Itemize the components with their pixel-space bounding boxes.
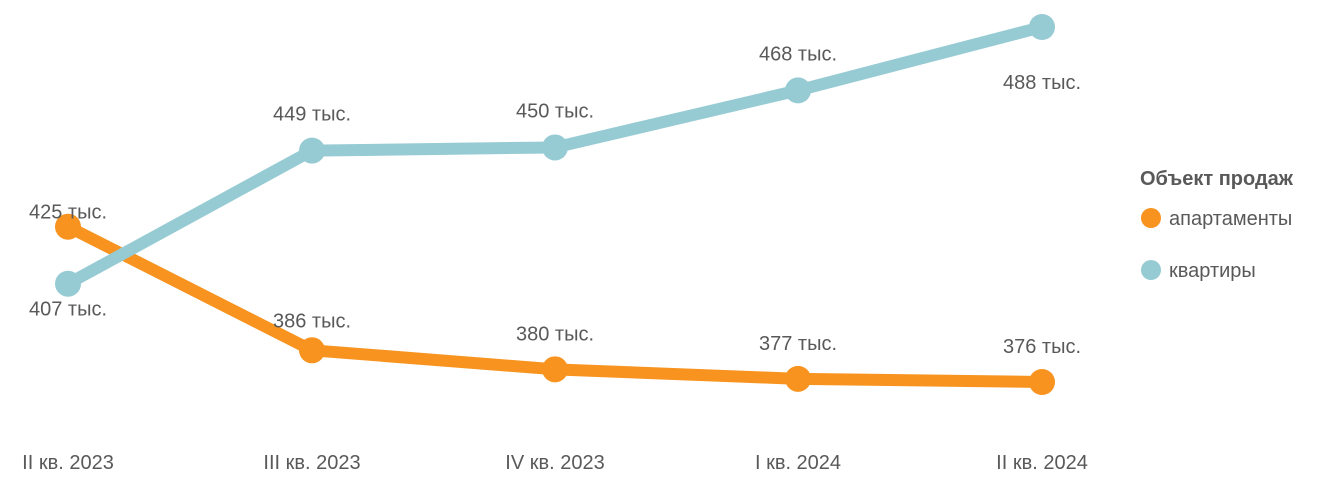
data-label-flats-0: 407 тыс. (29, 299, 107, 321)
data-point-flats-3 (785, 77, 811, 104)
x-tick-label-4: II кв. 2024 (996, 452, 1088, 474)
legend-title: Объект продаж (1140, 168, 1294, 190)
data-label-flats-2: 450 тыс. (516, 100, 594, 122)
x-tick-label-2: IV кв. 2023 (505, 452, 604, 474)
data-label-apartments-4: 376 тыс. (1003, 336, 1081, 358)
data-point-flats-4 (1029, 14, 1055, 40)
data-label-flats-1: 449 тыс. (273, 104, 351, 126)
data-label-apartments-1: 386 тыс. (273, 310, 351, 332)
data-point-apartments-1 (299, 337, 325, 364)
data-label-flats-3: 468 тыс. (759, 43, 837, 65)
legend-marker-flats (1141, 260, 1161, 280)
legend-label-flats: квартиры (1169, 260, 1256, 282)
x-tick-label-0: II кв. 2023 (22, 452, 114, 474)
legend-marker-apartments (1141, 208, 1161, 228)
data-point-apartments-3 (785, 365, 811, 392)
data-point-apartments-2 (542, 356, 568, 383)
data-point-flats-2 (542, 134, 568, 161)
data-label-flats-4: 488 тыс. (1003, 72, 1081, 94)
data-point-flats-0 (55, 270, 81, 297)
legend-label-apartments: апартаменты (1169, 208, 1292, 230)
data-label-apartments-0: 425 тыс. (29, 202, 107, 224)
data-label-apartments-2: 380 тыс. (516, 323, 594, 345)
data-label-layer: 425 тыс. 386 тыс. 380 тыс. 377 тыс. 376 тыс.… (29, 43, 1081, 358)
legend: Объект продаж апартаменты квартиры (1140, 168, 1294, 282)
data-label-apartments-3: 377 тыс. (759, 333, 837, 355)
x-tick-label-3: I кв. 2024 (755, 452, 841, 474)
data-point-flats-1 (299, 137, 325, 164)
x-axis: II кв. 2023 III кв. 2023 IV кв. 2023 I кв. … (22, 452, 1088, 474)
data-point-apartments-0 (55, 213, 81, 240)
series-layer (55, 14, 1055, 395)
x-tick-label-1: III кв. 2023 (263, 452, 360, 474)
data-point-apartments-4 (1029, 369, 1055, 395)
